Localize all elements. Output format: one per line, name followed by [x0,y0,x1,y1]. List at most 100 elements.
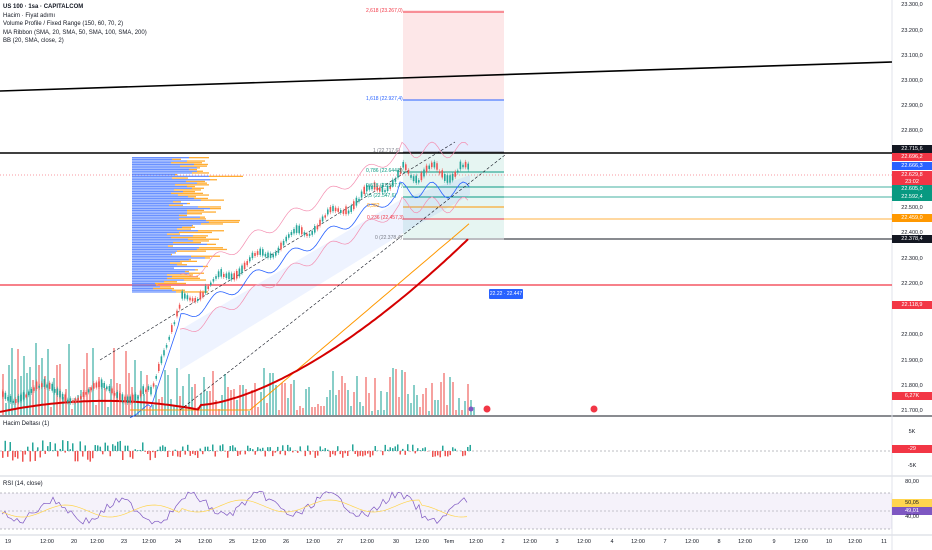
legend-volume-profile[interactable]: Volume Profile / Fixed Range (150, 60, 7… [3,21,124,28]
candle [215,276,217,279]
volume-profile-bar [170,262,182,264]
flag-icon [483,405,491,413]
bollinger-band-fill [180,175,470,370]
volume-profile-bar [179,214,187,217]
price-axis-label: 23.300,0 [901,2,923,8]
time-axis-label: 11 [881,539,887,545]
delta-bar [374,446,376,451]
price-badge[interactable]: 22.715,6 [892,145,932,153]
volume-bar [125,351,127,415]
delta-bar [384,444,386,451]
delta-bar [252,449,254,451]
time-axis-label: 12:00 [306,539,320,545]
delta-bar [317,451,319,456]
volume-bar [395,369,397,415]
delta-bar [437,451,439,456]
volume-profile-bar [132,185,187,188]
channel-upper [99,141,456,361]
volume-bar [212,371,214,415]
delta-bar [407,444,409,451]
volume-profile-bar [197,170,203,172]
candle [392,179,394,186]
volume-bar [365,377,367,415]
volume-profile-bar [160,286,171,288]
delta-panel-label[interactable]: Hacim Deltası (1) [3,421,50,427]
volume-profile-bar [132,182,197,184]
volume-profile-bar [164,281,177,283]
candle [64,394,66,402]
volume-profile-bar [132,191,183,193]
price-badge[interactable]: 23:02 [892,178,932,186]
delta-bar [32,442,34,451]
volume-profile-bar [132,223,201,225]
delta-bar [257,447,259,451]
delta-bar [132,451,134,459]
delta-bar [114,445,116,451]
candle [12,400,14,403]
delta-bar [449,451,451,456]
candle [319,219,321,226]
volume-profile-bar [188,196,196,198]
time-axis-label: 12:00 [469,539,483,545]
volume-bar [224,374,226,415]
price-badge[interactable]: 22.378,4 [892,235,932,243]
volume-bar [128,373,130,415]
price-axis-label: 22.300,0 [901,256,923,262]
volume-bar [302,408,304,415]
delta-bar [59,448,61,451]
volume-profile-bar [132,157,189,159]
legend-ma-ribbon[interactable]: MA Ribbon (SMA, 20, SMA, 50, SMA, 100, S… [3,29,147,36]
delta-bar [237,451,239,456]
price-badge[interactable]: 22.666,3 [892,162,932,170]
fib-level-label: 0,5 (22.547,6) [365,193,397,199]
price-badge[interactable]: 22.118,9 [892,301,932,309]
candle [173,322,176,325]
delta-bar [12,451,14,461]
price-badge[interactable]: 22.629,8 [892,171,932,179]
volume-bar [467,384,469,415]
volume-bar [251,390,253,415]
candle [9,396,12,403]
price-badge[interactable]: 22.459,0 [892,214,932,222]
volume-profile-bar [167,277,200,279]
volume-profile-bar [132,289,172,291]
delta-bar [222,444,224,451]
delta-bar [304,451,306,457]
candle [116,391,118,398]
volume-profile-bar [177,264,187,266]
price-badge[interactable]: 6,27K [892,392,932,400]
volume-profile-bar [200,216,205,218]
legend-symbol[interactable]: US 100 · 1sa · CAPITALCOM [3,4,84,10]
volume-profile-bar [184,279,206,281]
price-badge[interactable]: 22.605,0 [892,185,932,193]
candle [121,394,124,402]
legend-bollinger[interactable]: BB (20, SMA, close, 2) [3,38,64,45]
candle [423,169,425,177]
candle [204,285,207,294]
price-callout-badge[interactable]: 22.22 · 22.447 [489,289,523,299]
delta-bar [392,448,394,451]
delta-bar [112,444,114,451]
legend-volume[interactable]: Hacim · Fiyat adımı [3,12,56,19]
volume-bar [5,403,7,415]
candle [241,265,243,274]
rsi-panel-label[interactable]: RSI (14, close) [3,481,43,487]
delta-bar [284,451,286,456]
fib-zone-upper [403,10,504,100]
volume-profile-bar [132,189,174,191]
candle [386,185,389,192]
candle [295,225,298,233]
candle [38,385,40,388]
volume-bar [431,383,433,415]
volume-bar [347,390,349,415]
candle [225,273,228,278]
ma50-line [130,223,470,411]
price-badge[interactable]: 22.592,4 [892,193,932,201]
candle [82,392,85,397]
delta-bar [424,447,426,451]
price-badge[interactable]: 22.696,2 [892,153,932,161]
volume-profile-bar [132,226,182,228]
candle [238,268,241,277]
volume-bar [50,407,52,415]
